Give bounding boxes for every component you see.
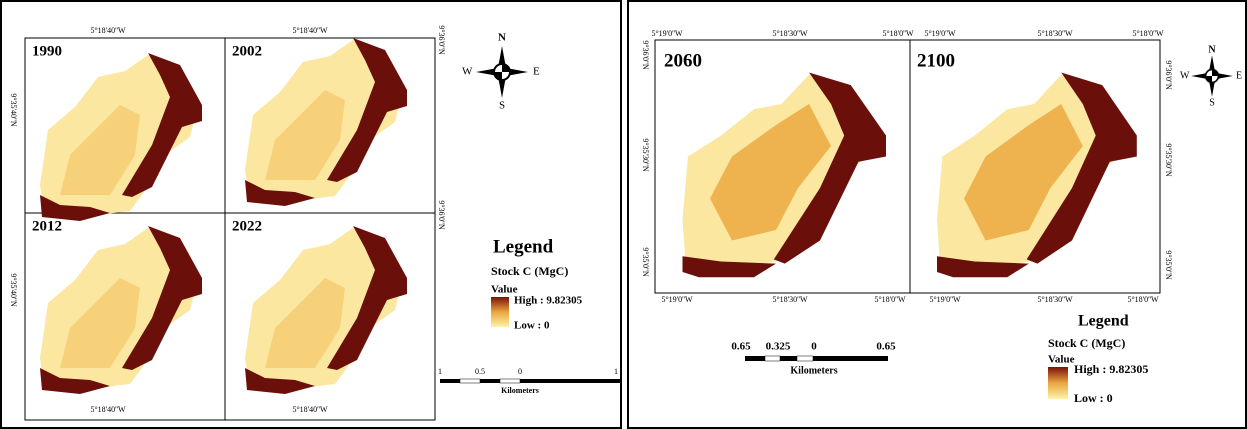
legend-title: Legend (1078, 313, 1129, 330)
coord-label: 5°18'30''W (1037, 295, 1073, 304)
coord-label: 5°18'40''W (90, 26, 126, 35)
coord-label: 5°18'30''W (1037, 29, 1073, 38)
legend-value: Value (1048, 354, 1075, 366)
scale-label: 0 (811, 341, 817, 353)
coord-label: 9°35'0''N (1164, 250, 1173, 280)
legend-ramp (491, 297, 509, 327)
scale-label: 0.65 (731, 341, 751, 353)
coord-label: 5°18'40''W (292, 26, 328, 35)
map-year: 2060 (664, 50, 702, 71)
coord-label: 5°19'0''W (929, 295, 961, 304)
compass-label: N (1208, 44, 1216, 55)
compass-label: E (533, 66, 540, 78)
compass-label: E (1236, 70, 1242, 81)
map-raster (683, 73, 887, 278)
coord-label: 9°36'0''N (1164, 60, 1173, 90)
coord-label: 9°35'40''N (9, 273, 18, 307)
coord-label: 9°35'30''N (1164, 143, 1173, 177)
coord-label: 9°35'30''N (641, 138, 650, 172)
legend-ramp (1048, 367, 1068, 399)
map-year: 2100 (917, 50, 955, 71)
coord-label: 5°18'40''W (90, 405, 126, 414)
coord-label: 9°36'0''N (437, 25, 446, 55)
map-year: 1990 (32, 43, 62, 59)
scale-label: 0.5 (475, 367, 485, 376)
north-arrow (1191, 55, 1233, 97)
map-raster (40, 226, 202, 394)
legend-low: Low : 0 (1074, 391, 1113, 405)
legend-high: High : 9.82305 (514, 295, 583, 307)
compass-label: W (462, 66, 473, 78)
scale-bar (440, 379, 620, 383)
legend-low: Low : 0 (514, 320, 550, 332)
coord-label: 9°36'0''N (641, 40, 650, 70)
map-year: 2022 (232, 218, 262, 234)
coord-label: 5°18'0''W (874, 295, 906, 304)
coord-label: 5°19'0''W (661, 295, 693, 304)
figure: 1990 2002 2012 2022 5°18'40''W 5°18'40''… (0, 0, 1247, 429)
scale-label: 0.65 (876, 341, 896, 353)
scale-unit: Kilometers (501, 386, 539, 395)
coord-label: 9°36'0''N (437, 200, 446, 230)
coord-label: 9°35'0''N (641, 247, 650, 277)
north-arrow (476, 46, 528, 98)
compass-label: S (499, 100, 505, 112)
page: {"left_panel":{"maps":[{"year":"1990"},{… (0, 0, 1247, 429)
coord-label: 5°18'30''W (772, 295, 808, 304)
map-year: 2012 (32, 218, 62, 234)
legend-subtitle: Stock C (MgC) (491, 264, 568, 278)
scale-bar (745, 356, 888, 361)
scale-label: 0.325 (766, 341, 791, 353)
coord-label: 5°18'0''W (1132, 29, 1164, 38)
map-raster (245, 226, 407, 394)
map-year: 2002 (232, 43, 262, 59)
legend-subtitle: Stock C (MgC) (1048, 336, 1125, 350)
coord-label: 9°35'40''N (9, 93, 18, 127)
coord-label: 5°18'30''W (772, 29, 808, 38)
coord-label: 5°18'0''W (882, 29, 914, 38)
compass-label: S (1209, 97, 1215, 108)
coord-label: 5°18'40''W (292, 405, 328, 414)
map-raster (40, 53, 202, 221)
coord-label: 5°19'0''W (924, 29, 956, 38)
map-raster (245, 38, 407, 206)
map-raster (937, 73, 1137, 278)
compass-label: N (498, 32, 506, 44)
scale-label: 1 (438, 367, 442, 376)
legend-title: Legend (493, 236, 554, 257)
scale-label: 1 (614, 367, 618, 376)
legend-high: High : 9.82305 (1074, 362, 1148, 376)
scale-unit: Kilometers (790, 365, 837, 376)
coord-label: 5°19'0''W (651, 29, 683, 38)
coord-label: 5°18'0''W (1127, 295, 1159, 304)
scale-label: 0 (518, 367, 522, 376)
compass-label: W (1180, 70, 1190, 81)
